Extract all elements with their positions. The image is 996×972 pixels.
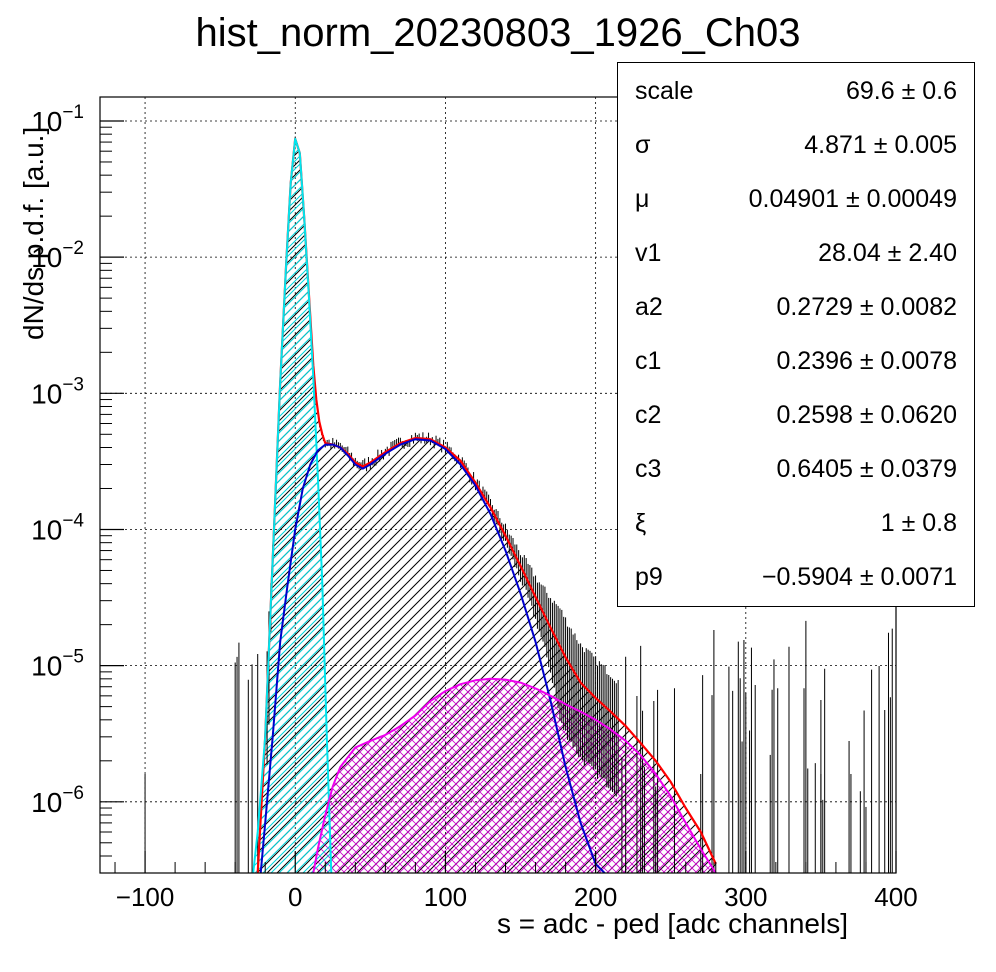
stats-param-name: v1 [635, 239, 662, 267]
y-tick-exponent: −5 [62, 647, 84, 668]
stats-param-name: p9 [635, 563, 663, 591]
stats-param-name: ξ [635, 509, 647, 537]
fit-curve-2 [259, 438, 606, 873]
y-tick-label: 10−4 [31, 510, 84, 545]
y-tick-exponent: −4 [62, 510, 84, 531]
stats-param-value: 0.6405 ± 0.0379 [776, 455, 957, 483]
stats-row: a2 0.2729 ± 0.0082 [618, 279, 974, 333]
stats-row: ξ 1 ± 0.8 [618, 495, 974, 549]
y-tick-base: 10 [31, 651, 62, 682]
fit-curve-1 [252, 137, 333, 873]
stats-param-value: 0.04901 ± 0.00049 [748, 185, 957, 213]
y-tick-exponent: −2 [62, 238, 84, 259]
stats-row: scale 69.6 ± 0.6 [618, 63, 974, 117]
stats-param-value: 0.2729 ± 0.0082 [776, 293, 957, 321]
y-tick-label: 10−5 [31, 647, 84, 682]
cyan-hatch-fill [253, 138, 332, 873]
x-axis-title: s = adc - ped [adc channels] [497, 908, 848, 939]
chart-title: hist_norm_20230803_1926_Ch03 [195, 11, 801, 55]
stats-param-name: σ [635, 131, 651, 159]
y-tick-label: 10−1 [31, 102, 84, 137]
magenta-hatch-fill [313, 678, 716, 873]
axis-ticks: −100 0 100 200 300 40010−110−210−310−410−510−… [31, 102, 918, 912]
stats-row: σ 4.871 ± 0.005 [618, 117, 974, 171]
x-tick-label: 300 [724, 882, 767, 912]
stats-param-value: 1 ± 0.8 [880, 509, 957, 537]
y-tick-exponent: −3 [62, 374, 84, 395]
y-tick-label: 10−6 [31, 783, 84, 818]
stats-row: c1 0.2396 ± 0.0078 [618, 333, 974, 387]
stats-row: c3 0.6405 ± 0.0379 [618, 441, 974, 495]
fit-stats-box: scale 69.6 ± 0.6 σ 4.871 ± 0.005 μ 0.04901 ± … [617, 62, 975, 607]
y-tick-base: 10 [31, 787, 62, 818]
stats-row: p9 −0.5904 ± 0.0071 [618, 549, 974, 603]
stats-param-name: c1 [635, 347, 662, 375]
stats-row: c2 0.2598 ± 0.0620 [618, 387, 974, 441]
y-tick-base: 10 [31, 378, 62, 409]
stats-param-name: c2 [635, 401, 662, 429]
stats-param-value: 4.871 ± 0.005 [804, 131, 957, 159]
x-tick-label: 100 [424, 882, 467, 912]
x-tick-label: 200 [574, 882, 617, 912]
stats-param-value: 69.6 ± 0.6 [845, 77, 957, 105]
y-tick-base: 10 [31, 514, 62, 545]
stats-param-value: 0.2396 ± 0.0078 [776, 347, 957, 375]
fit-curves [252, 137, 717, 873]
stats-param-value: 28.04 ± 2.40 [818, 239, 957, 267]
stats-param-name: scale [635, 77, 694, 105]
y-tick-base: 10 [31, 242, 62, 273]
stats-param-value: 0.2598 ± 0.0620 [776, 401, 957, 429]
y-tick-exponent: −1 [62, 102, 84, 123]
y-tick-exponent: −6 [62, 783, 84, 804]
x-tick-label: −100 [116, 882, 175, 912]
y-tick-base: 10 [31, 106, 62, 137]
y-tick-label: 10−2 [31, 238, 84, 273]
x-tick-label: 0 [288, 882, 302, 912]
y-tick-label: 10−3 [31, 374, 84, 409]
y-axis-title: dN/ds p.d.f. [a.u.] [18, 126, 49, 340]
fit-curve-3 [312, 677, 717, 873]
x-tick-label: 400 [874, 882, 917, 912]
stats-param-name: c3 [635, 455, 662, 483]
stats-param-value: −0.5904 ± 0.0071 [761, 563, 957, 591]
stats-row: v1 28.04 ± 2.40 [618, 225, 974, 279]
stats-row: μ 0.04901 ± 0.00049 [618, 171, 974, 225]
stats-param-name: μ [635, 185, 650, 213]
stats-param-name: a2 [635, 293, 663, 321]
